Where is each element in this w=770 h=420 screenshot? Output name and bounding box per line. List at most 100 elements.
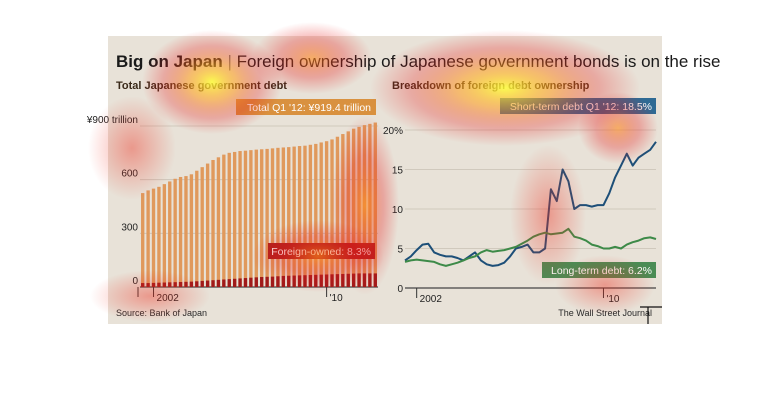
foreign-owned-bar	[351, 273, 356, 287]
foreign-owned-bar	[184, 281, 188, 287]
foreign-owned-bar	[276, 276, 280, 287]
right-chart-title: Breakdown of foreign debt ownership	[392, 80, 590, 92]
total-debt-bar	[216, 157, 221, 287]
right-x-tick-label: '10	[606, 294, 619, 305]
foreign-owned-bar	[243, 278, 248, 287]
long-annotation: Long-term debt: 6.2%	[542, 262, 656, 278]
foreign-owned-bar	[157, 282, 161, 287]
foreign-owned-bar	[281, 275, 286, 287]
foreign-owned-bar	[254, 277, 258, 287]
total-debt-bar	[238, 151, 242, 287]
foreign-owned-bar	[287, 275, 291, 287]
right-y-tick-label: 0	[397, 284, 403, 295]
total-debt-bar	[292, 146, 296, 287]
foreign-owned-bar	[260, 276, 264, 287]
foreign-owned-bar	[205, 280, 210, 287]
foreign-owned-bar	[227, 279, 231, 287]
foreign-owned-bar	[373, 273, 377, 287]
total-debt-bar	[195, 170, 199, 287]
left-bars	[141, 122, 377, 288]
foreign-owned-bar	[200, 280, 204, 287]
total-debt-bar	[178, 176, 183, 287]
foreign-owned-bar	[173, 282, 177, 287]
total-debt-bar	[297, 146, 302, 287]
foreign-owned-bar	[146, 283, 150, 287]
foreign-owned-bar	[232, 278, 237, 287]
left-y-tick-label: 300	[121, 222, 138, 233]
total-debt-bar	[173, 178, 177, 287]
foreign-owned-bar	[330, 274, 334, 287]
left-y-tick-label: ¥900 trillion	[86, 115, 138, 126]
right-y-tick-label: 5	[397, 245, 403, 256]
left-x-tick-label: '10	[330, 293, 343, 304]
total-debt-bar	[368, 123, 372, 287]
foreign-owned-bar	[216, 279, 221, 287]
total-debt-bar	[249, 150, 253, 287]
headline-text: Foreign ownership of Japanese government…	[237, 52, 721, 71]
total-debt-bar	[260, 149, 264, 287]
total-debt-bar	[243, 150, 248, 287]
foreign-annotation: Foreign-owned: 8.3%	[268, 243, 375, 259]
credit-note: The Wall Street Journal	[558, 308, 652, 318]
total-debt-bar	[151, 188, 156, 287]
total-debt-bar	[205, 163, 210, 287]
foreign-owned-bar	[249, 277, 253, 287]
foreign-owned-bar	[141, 283, 145, 287]
left-y-tick-label: 600	[121, 169, 138, 180]
long-annotation-text: Long-term debt: 6.2%	[551, 265, 652, 277]
foreign-owned-bar	[314, 274, 318, 287]
total-debt-bar	[276, 147, 280, 287]
short-annotation-text: Short-term debt Q1 '12: 18.5%	[510, 101, 652, 113]
total-debt-bar	[357, 126, 361, 288]
headline-bold: Big on Japan	[116, 52, 223, 71]
foreign-owned-bar	[303, 275, 307, 287]
foreign-owned-bar	[211, 280, 215, 287]
total-debt-bar	[303, 145, 307, 287]
left-y-tick-label: 0	[132, 276, 138, 287]
foreign-owned-bar	[189, 281, 194, 287]
right-y-tick-label: 15	[392, 166, 404, 177]
foreign-owned-bar	[270, 276, 275, 287]
total-debt-bar	[211, 159, 215, 287]
foreign-owned-bar	[151, 282, 156, 287]
foreign-owned-bar	[319, 274, 323, 287]
total-debt-bar	[141, 193, 145, 287]
foreign-owned-bar	[346, 273, 350, 287]
total-debt-bar	[227, 152, 231, 287]
total-debt-bar	[319, 142, 323, 287]
total-debt-bar	[270, 148, 275, 287]
right-x-tick-label: 2002	[420, 294, 443, 305]
foreign-owned-bar	[297, 275, 302, 287]
right-y-tick-label: 20%	[383, 126, 403, 137]
total-debt-bar	[351, 128, 356, 287]
total-debt-bar	[362, 125, 367, 287]
total-debt-bar	[314, 143, 318, 287]
total-debt-bar	[184, 176, 188, 287]
foreign-owned-bar	[168, 282, 172, 287]
right-lines	[404, 141, 657, 267]
right-axis: 0 5 10 15 20% 2002 '10	[383, 126, 620, 305]
foreign-owned-bar	[341, 273, 345, 287]
total-debt-bar	[162, 184, 167, 287]
foreign-annotation-text: Foreign-owned: 8.3%	[271, 246, 371, 258]
svg-text:Big on Japan | Forei: Big on Japan | Foreign ownership of Japa…	[116, 52, 720, 71]
total-debt-bar	[168, 181, 172, 287]
total-debt-bar	[200, 167, 204, 287]
foreign-owned-bar	[178, 281, 183, 287]
total-debt-bar	[146, 190, 150, 287]
total-debt-bar	[232, 151, 237, 287]
foreign-owned-bar	[265, 276, 269, 287]
foreign-owned-bar	[195, 281, 199, 287]
total-annotation-text: Total Q1 '12: ¥919.4 trillion	[247, 102, 371, 114]
left-chart-title: Total Japanese government debt	[116, 80, 287, 92]
headline-separator: |	[227, 52, 236, 71]
foreign-owned-bar	[162, 282, 167, 287]
total-debt-bar	[346, 131, 350, 287]
total-debt-bar	[265, 148, 269, 287]
total-debt-bar	[254, 149, 258, 287]
total-debt-bar	[324, 141, 329, 287]
left-x-tick-label: 2002	[157, 293, 180, 304]
total-debt-bar	[335, 136, 340, 287]
total-debt-bar	[281, 147, 286, 287]
